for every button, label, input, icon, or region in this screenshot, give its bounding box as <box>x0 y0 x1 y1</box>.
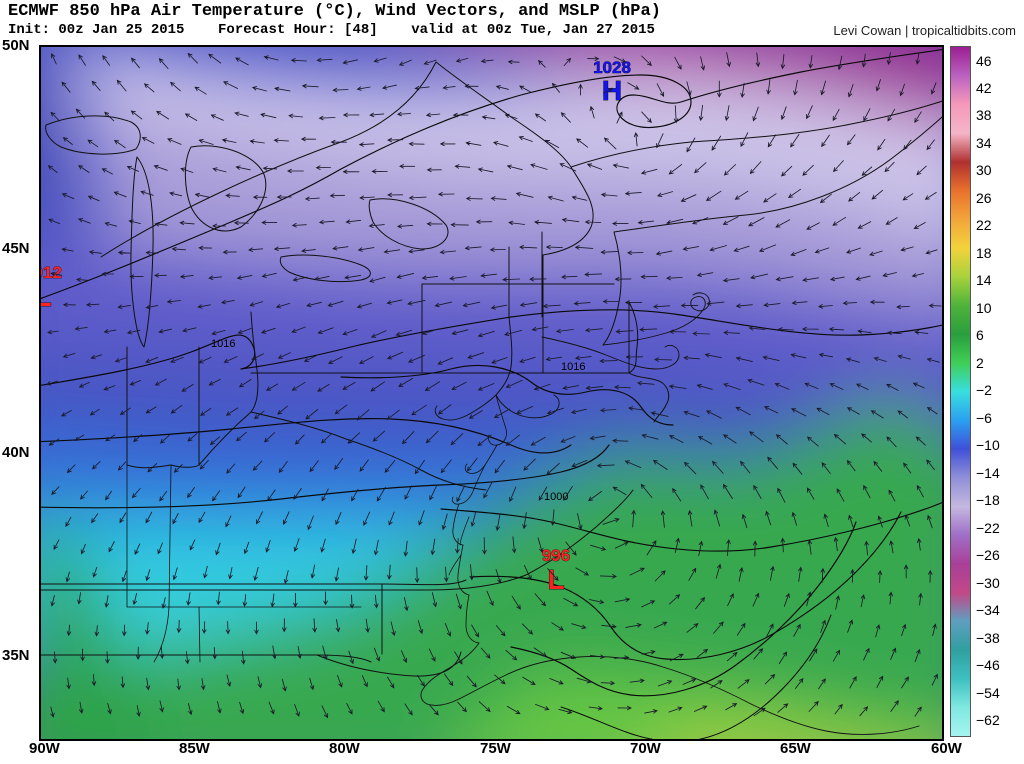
svg-text:H: H <box>602 75 622 106</box>
svg-text:1000: 1000 <box>544 491 568 503</box>
svg-text:1012: 1012 <box>41 263 62 282</box>
svg-text:1016: 1016 <box>211 338 235 350</box>
svg-text:996: 996 <box>542 546 570 565</box>
svg-text:L: L <box>41 281 52 312</box>
svg-text:1016: 1016 <box>561 361 585 373</box>
